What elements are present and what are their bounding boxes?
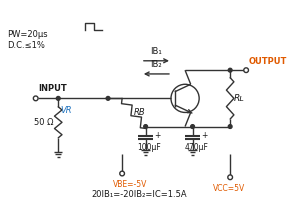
Text: PW=20μs: PW=20μs: [8, 30, 48, 39]
Circle shape: [228, 125, 232, 128]
Text: D.C.≤1%: D.C.≤1%: [8, 41, 45, 50]
Text: 470μF: 470μF: [184, 143, 208, 152]
Text: 50 Ω: 50 Ω: [34, 118, 54, 127]
Circle shape: [33, 96, 38, 101]
Circle shape: [56, 97, 60, 100]
Circle shape: [244, 68, 249, 73]
Circle shape: [228, 175, 233, 180]
Text: IB₂: IB₂: [151, 60, 162, 69]
Text: Rʟ: Rʟ: [234, 94, 245, 103]
Circle shape: [120, 171, 125, 176]
Text: INPUT: INPUT: [38, 84, 67, 93]
Text: IB₁: IB₁: [150, 47, 162, 56]
Circle shape: [228, 68, 232, 72]
Text: VCC=5V: VCC=5V: [213, 184, 246, 193]
Circle shape: [144, 125, 148, 128]
Text: RB: RB: [133, 108, 145, 117]
Text: +: +: [201, 130, 207, 140]
Text: 20IB₁=-20IB₂=IC=1.5A: 20IB₁=-20IB₂=IC=1.5A: [91, 190, 187, 199]
Text: VBE=-5V: VBE=-5V: [113, 180, 147, 189]
Text: +: +: [154, 130, 160, 140]
Circle shape: [191, 125, 194, 128]
Text: OUTPUT: OUTPUT: [249, 57, 287, 66]
Text: 100μF: 100μF: [137, 143, 161, 152]
Text: VR: VR: [60, 106, 72, 115]
Circle shape: [106, 97, 110, 100]
